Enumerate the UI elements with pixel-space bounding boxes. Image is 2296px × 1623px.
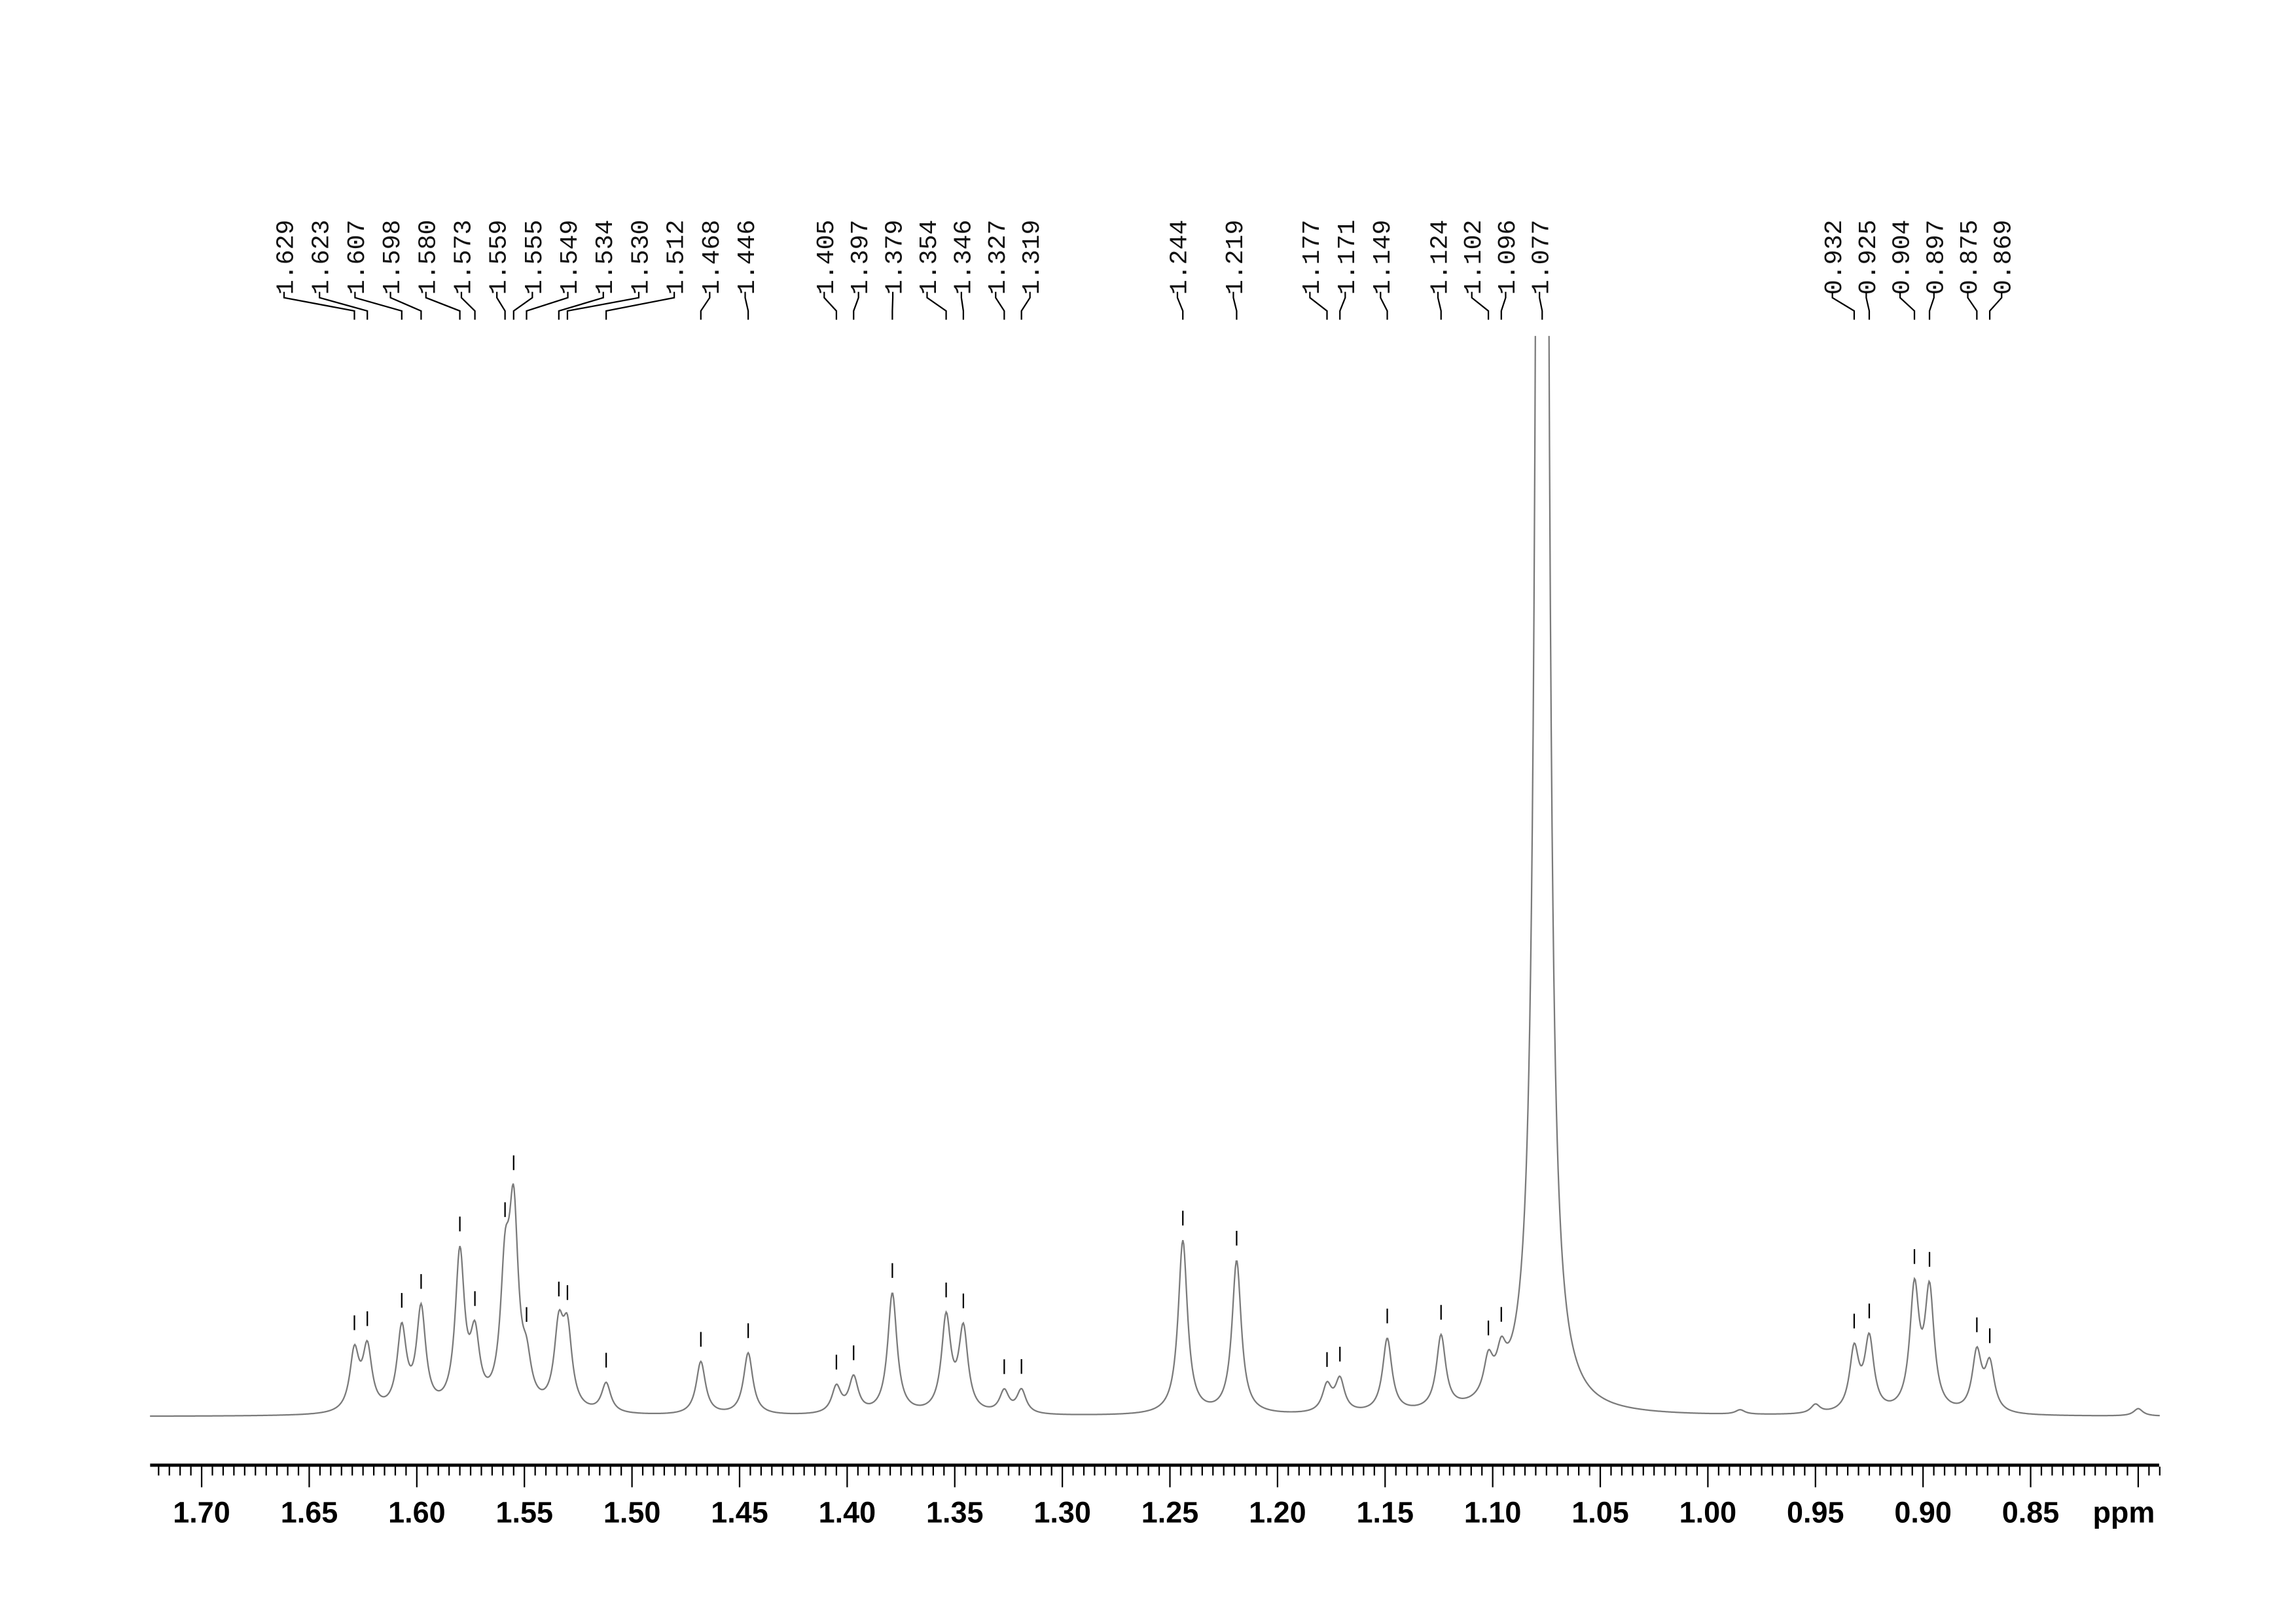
peak-connector [558,291,604,320]
peak-connector [1471,291,1490,320]
peak-label: 1.096 [1494,220,1522,295]
peak-connector [1967,291,1978,320]
peak-label: 1.623 [308,220,336,295]
peak-label: 1.397 [847,220,875,295]
peak-label: 0.925 [1855,220,1883,295]
peak-connector [995,291,1005,320]
peak-label: 1.405 [813,220,841,295]
peak-connector [1899,291,1916,320]
peak-label: 1.319 [1018,220,1047,295]
peak-label: 1.149 [1369,220,1397,295]
peak-label: 1.171 [1334,220,1362,295]
peak-connector [891,291,894,320]
spectrum-line [150,336,2160,1417]
x-tick-label: 0.90 [1894,1496,1952,1529]
peak-connector [1437,291,1442,320]
peak-connector [700,291,711,320]
peak-label: 1.530 [627,220,655,295]
peak-label: 1.468 [698,220,726,295]
peak-connector [744,291,749,320]
x-tick-label: 1.25 [1141,1496,1199,1529]
peak-connector [496,291,506,320]
peak-label: 1.327 [984,220,1013,295]
peak-connector [512,291,533,320]
peak-label-connectors [283,291,2003,320]
peak-markers [353,1155,1991,1374]
peak-connector [853,291,859,320]
x-tick-label: 1.45 [711,1496,768,1529]
peak-label: 1.177 [1299,220,1327,295]
x-tick-label: 0.95 [1787,1496,1844,1529]
peak-label: 1.534 [592,220,620,295]
peak-connector [605,291,675,320]
x-axis-tick-labels: 1.70 1.65 1.60 1.55 1.50 1.45 1.40 1.35 1.30 1.25… [173,1496,2059,1529]
peak-label: 1.077 [1528,220,1556,295]
peak-connector [1020,291,1031,320]
peak-label: 1.379 [882,220,910,295]
peak-label: 0.904 [1889,220,1917,295]
x-tick-label: 1.15 [1357,1496,1414,1529]
peak-connector [389,291,422,320]
peak-label: 1.573 [450,220,478,295]
peak-connector [1309,291,1328,320]
peak-connector [566,291,640,320]
x-tick-label: 1.10 [1464,1496,1522,1529]
peak-label: 1.354 [916,220,944,295]
x-tick-label: 1.00 [1679,1496,1737,1529]
peak-label: 0.875 [1956,220,1984,295]
peak-connector [526,291,569,320]
peak-label: 1.124 [1426,220,1454,295]
peak-label: 1.607 [344,220,372,295]
peak-label: 1.102 [1460,220,1488,295]
x-tick-label: 0.85 [2002,1496,2060,1529]
peak-label: 1.244 [1166,220,1194,295]
x-axis-unit-label: ppm [2092,1496,2155,1529]
peak-connector [319,291,368,320]
x-tick-label: 1.60 [388,1496,446,1529]
peak-label: 0.897 [1922,220,1950,295]
peak-labels: 1.629 1.623 1.607 1.598 1.580 1.573 1.559 1.555… [272,220,2018,295]
x-tick-label: 1.70 [173,1496,230,1529]
peak-label: 1.346 [950,220,978,295]
peak-connector [1539,291,1543,320]
peak-label: 1.559 [486,220,514,295]
peak-connector [823,291,838,320]
x-tick-label: 1.65 [281,1496,338,1529]
x-axis-ticks [158,1467,2161,1487]
peak-connector [1865,291,1871,320]
peak-label: 1.446 [734,220,762,295]
peak-label: 0.932 [1821,220,1849,295]
peak-connector [460,291,476,320]
peak-connector [1339,291,1346,320]
peak-connector [960,291,965,320]
peak-connector [354,291,403,320]
x-tick-label: 1.55 [495,1496,553,1529]
peak-label: 1.549 [556,220,584,295]
peak-label: 1.512 [663,220,691,295]
peak-label: 1.598 [379,220,407,295]
peak-label: 1.555 [521,220,549,295]
x-tick-label: 1.20 [1249,1496,1306,1529]
x-tick-label: 1.35 [926,1496,984,1529]
peak-label: 1.219 [1222,220,1250,295]
peak-connector [1380,291,1388,320]
x-tick-label: 1.50 [603,1496,661,1529]
peak-label: 1.580 [414,220,442,295]
peak-connector [425,291,461,320]
peak-label: 0.869 [1990,220,2018,295]
peak-connector [283,291,355,320]
peak-connector [1232,291,1238,320]
peak-connector [1928,291,1935,320]
peak-connector [1500,291,1507,320]
peak-connector [1831,291,1856,320]
peak-connector [1176,291,1184,320]
peak-label: 1.629 [272,220,300,295]
peak-connector [926,291,947,320]
peak-connector [1988,291,2003,320]
x-tick-label: 1.05 [1571,1496,1629,1529]
x-tick-label: 1.40 [819,1496,876,1529]
x-tick-label: 1.30 [1033,1496,1091,1529]
